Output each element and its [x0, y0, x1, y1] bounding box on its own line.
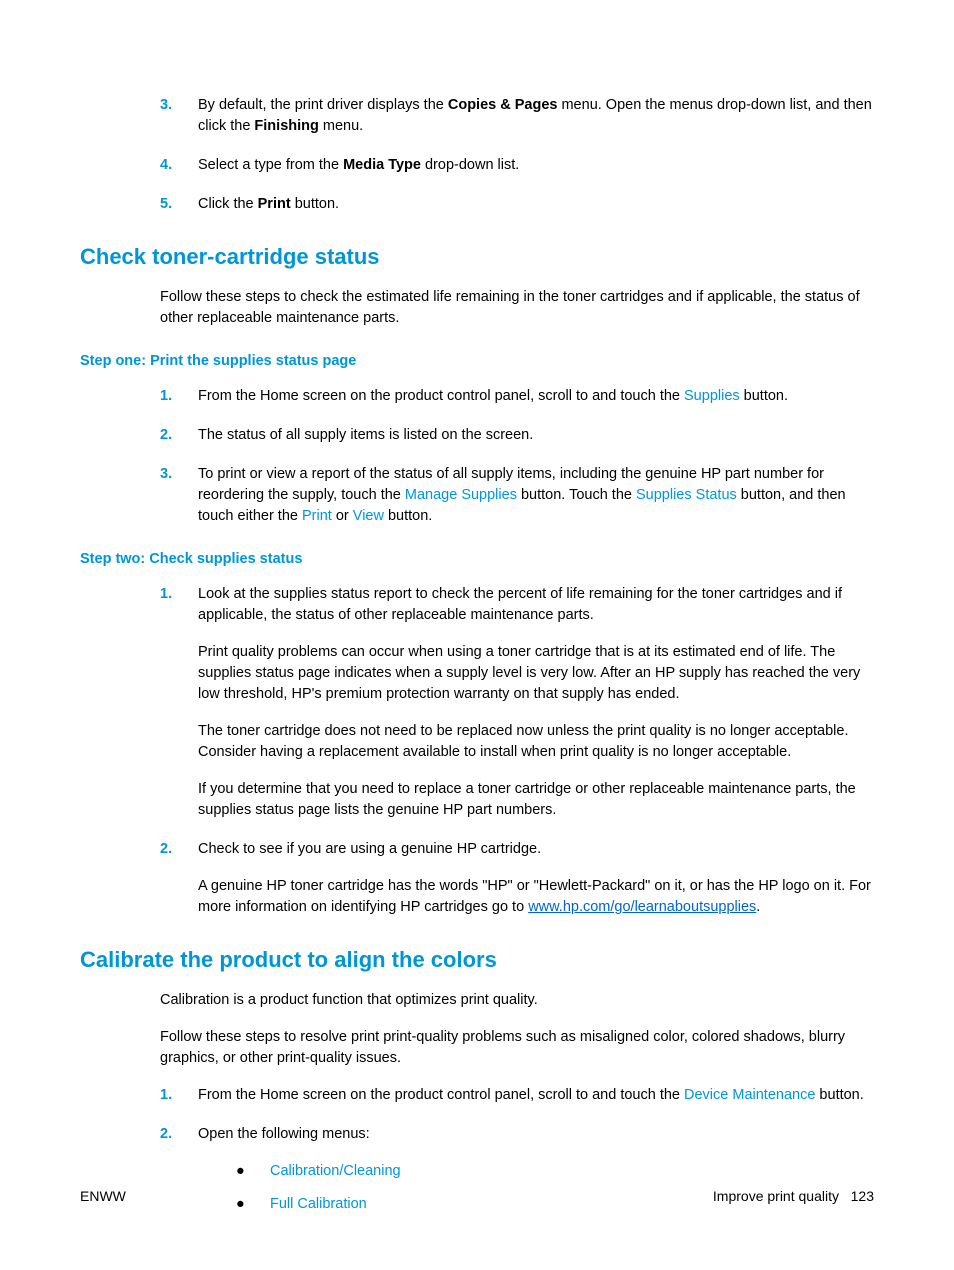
step-content: From the Home screen on the product cont… — [198, 1085, 874, 1106]
list-item: 1. Look at the supplies status report to… — [160, 584, 874, 821]
bullet-item: ● Calibration/Cleaning — [198, 1161, 874, 1182]
step-3: 3. By default, the print driver displays… — [160, 95, 874, 137]
list-item: 2. Open the following menus: ● Calibrati… — [160, 1124, 874, 1227]
step-content: To print or view a report of the status … — [198, 464, 874, 527]
section-heading-check-toner: Check toner-cartridge status — [80, 241, 874, 273]
ui-label-view: View — [353, 508, 384, 524]
list-item: 2. The status of all supply items is lis… — [160, 425, 874, 446]
top-steps-list: 3. By default, the print driver displays… — [80, 95, 874, 215]
step-number: 1. — [160, 584, 198, 821]
calibrate-intro-1: Calibration is a product function that o… — [80, 990, 874, 1011]
step-two-heading: Step two: Check supplies status — [80, 549, 874, 570]
ui-label-print: Print — [302, 508, 332, 524]
step-4: 4. Select a type from the Media Type dro… — [160, 155, 874, 176]
step-content: Open the following menus: ● Calibration/… — [198, 1124, 874, 1227]
step-5: 5. Click the Print button. — [160, 194, 874, 215]
step-number: 2. — [160, 425, 198, 446]
page-footer: ENWW Improve print quality 123 — [80, 1186, 874, 1206]
calibrate-intro-2: Follow these steps to resolve print prin… — [80, 1027, 874, 1069]
link-learnaboutsupplies[interactable]: www.hp.com/go/learnaboutsupplies — [528, 899, 756, 915]
list-item: 2. Check to see if you are using a genui… — [160, 839, 874, 918]
step-content: Select a type from the Media Type drop-d… — [198, 155, 874, 176]
step-content: Check to see if you are using a genuine … — [198, 839, 874, 918]
list-item: 1. From the Home screen on the product c… — [160, 1085, 874, 1106]
step-two-list: 1. Look at the supplies status report to… — [80, 584, 874, 918]
ui-label-device-maintenance: Device Maintenance — [684, 1087, 815, 1103]
list-item: 1. From the Home screen on the product c… — [160, 386, 874, 407]
footer-left: ENWW — [80, 1186, 126, 1206]
step-number: 3. — [160, 464, 198, 527]
section-intro: Follow these steps to check the estimate… — [80, 287, 874, 329]
step-number: 4. — [160, 155, 198, 176]
step-content: The status of all supply items is listed… — [198, 425, 874, 446]
ui-label-supplies: Supplies — [684, 388, 740, 404]
step-number: 1. — [160, 386, 198, 407]
ui-label-supplies-status: Supplies Status — [636, 487, 737, 503]
step-number: 1. — [160, 1085, 198, 1106]
step-number: 2. — [160, 1124, 198, 1227]
ui-label-manage-supplies: Manage Supplies — [405, 487, 517, 503]
step-one-list: 1. From the Home screen on the product c… — [80, 386, 874, 527]
section-heading-calibrate: Calibrate the product to align the color… — [80, 944, 874, 976]
step-content: By default, the print driver displays th… — [198, 95, 874, 137]
step-number: 3. — [160, 95, 198, 137]
menu-calibration-cleaning: Calibration/Cleaning — [270, 1161, 401, 1182]
step-content: From the Home screen on the product cont… — [198, 386, 874, 407]
step-number: 5. — [160, 194, 198, 215]
bullet-mark: ● — [236, 1161, 270, 1182]
step-number: 2. — [160, 839, 198, 918]
step-content: Look at the supplies status report to ch… — [198, 584, 874, 821]
step-content: Click the Print button. — [198, 194, 874, 215]
step-one-heading: Step one: Print the supplies status page — [80, 351, 874, 372]
list-item: 3. To print or view a report of the stat… — [160, 464, 874, 527]
footer-right: Improve print quality 123 — [713, 1186, 874, 1206]
